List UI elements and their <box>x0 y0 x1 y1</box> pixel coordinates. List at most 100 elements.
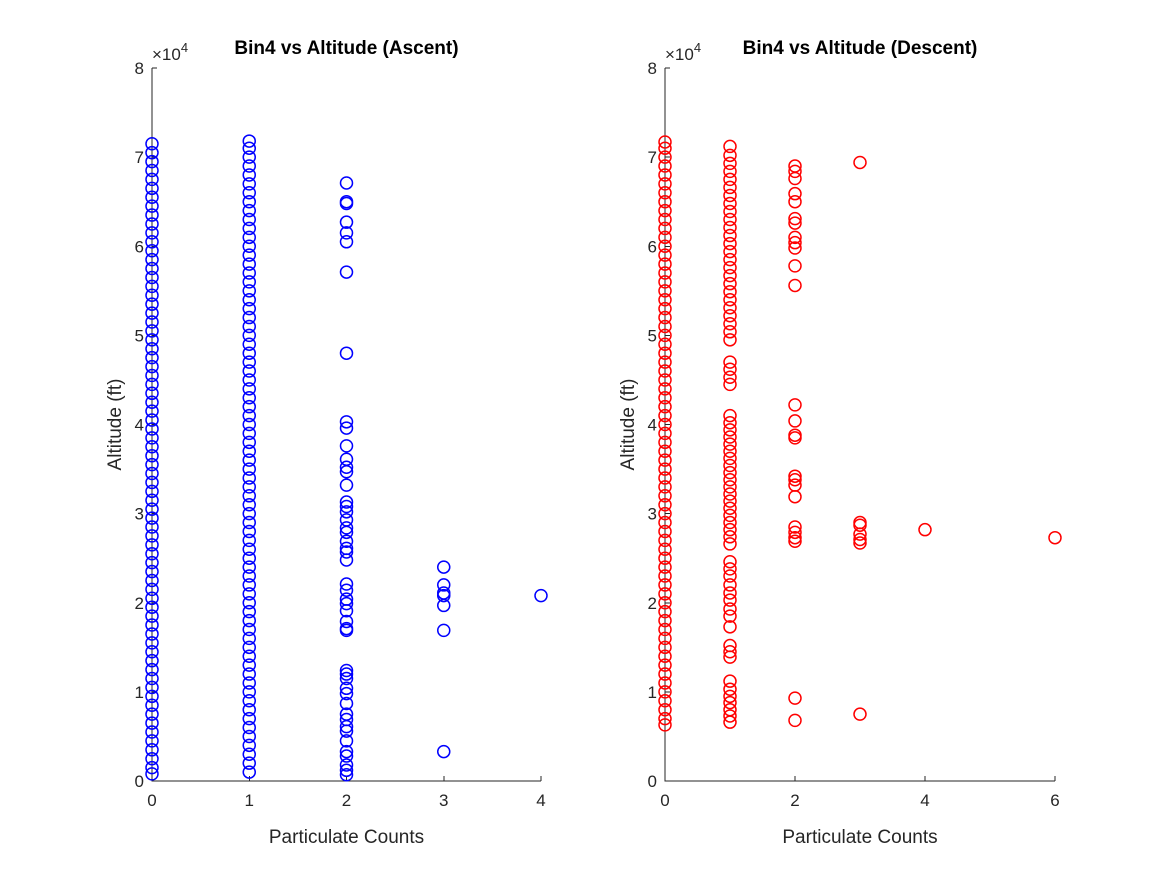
descent-data-point <box>658 212 672 227</box>
descent-data-point <box>658 718 672 732</box>
ascent-data-point <box>145 680 159 695</box>
ascent-data-point <box>145 333 159 347</box>
descent-data-point <box>658 551 672 565</box>
descent-data-point <box>658 275 672 289</box>
ascent-data-point <box>242 480 256 494</box>
descent-data-point <box>658 587 672 601</box>
ascent-data-point <box>145 520 159 534</box>
descent-data-point <box>658 391 672 405</box>
ascent-data-point <box>145 555 159 570</box>
ascent-data-point <box>145 573 159 588</box>
descent-data-points <box>658 135 1062 732</box>
ascent-data-point <box>145 306 159 320</box>
descent-data-point <box>723 638 737 653</box>
ascent-data-point <box>339 215 354 229</box>
descent-data-point <box>723 252 737 267</box>
ascent-data-point <box>145 431 159 445</box>
descent-data-point <box>658 569 672 583</box>
ascent-data-point <box>242 604 256 619</box>
descent-y-tick: 8 <box>648 59 657 78</box>
ascent-plot-title: Bin4 vs Altitude (Ascent) <box>234 38 458 59</box>
ascent-y-tick: 0 <box>135 772 144 791</box>
ascent-x-tick: 1 <box>245 791 254 810</box>
ascent-data-point <box>242 720 256 735</box>
ascent-data-point <box>145 413 159 427</box>
ascent-x-tick: 2 <box>342 791 351 810</box>
ascent-data-point <box>242 417 256 432</box>
ascent-data-point <box>242 391 256 405</box>
descent-y-axis-label: Altitude (ft) <box>618 379 639 471</box>
descent-data-point <box>723 689 737 704</box>
descent-data-point <box>658 649 672 663</box>
descent-data-point <box>788 259 802 273</box>
ascent-data-point <box>242 275 256 289</box>
descent-data-point <box>658 159 672 173</box>
ascent-data-point <box>145 457 159 472</box>
ascent-data-point <box>145 493 159 508</box>
ascent-data-point <box>145 698 159 712</box>
ascent-data-point <box>242 194 256 209</box>
ascent-data-point <box>145 386 159 401</box>
descent-data-point <box>658 453 672 467</box>
descent-data-point <box>723 487 737 501</box>
ascent-data-point <box>242 587 256 601</box>
ascent-data-point <box>242 560 256 574</box>
ascent-data-point <box>145 767 159 781</box>
ascent-data-point <box>242 284 256 298</box>
descent-y-tick: 7 <box>648 148 657 167</box>
descent-data-point <box>658 292 672 307</box>
descent-data-point <box>788 489 802 504</box>
ascent-data-point <box>145 288 159 303</box>
descent-data-point <box>723 586 737 600</box>
ascent-data-point <box>145 208 159 222</box>
ascent-data-point <box>242 613 256 628</box>
descent-data-point <box>918 522 932 537</box>
ascent-data-point <box>534 588 548 603</box>
descent-data-point <box>658 462 672 476</box>
ascent-data-point <box>145 324 159 338</box>
ascent-data-point <box>339 768 354 782</box>
descent-data-point <box>788 171 802 186</box>
descent-data-point <box>723 709 737 723</box>
descent-data-point <box>658 399 672 414</box>
descent-data-point <box>658 382 672 396</box>
descent-data-point <box>788 216 802 230</box>
descent-data-point <box>658 177 672 191</box>
descent-data-point <box>723 530 737 544</box>
descent-data-point <box>788 691 802 705</box>
ascent-data-point <box>339 758 354 772</box>
descent-data-point <box>723 148 737 163</box>
descent-data-point <box>788 431 802 445</box>
ascent-data-points <box>145 134 548 782</box>
ascent-data-point <box>339 663 354 678</box>
ascent-y-tick: 6 <box>135 237 144 256</box>
ascent-data-point <box>242 471 256 485</box>
ascent-data-point <box>242 649 256 663</box>
ascent-data-point <box>339 545 354 559</box>
ascent-data-point <box>145 243 159 258</box>
descent-data-point <box>723 569 737 583</box>
descent-data-point <box>723 645 737 659</box>
ascent-data-point <box>242 399 256 414</box>
ascent-data-point <box>242 134 256 148</box>
ascent-data-point <box>145 582 159 597</box>
ascent-data-point <box>339 525 354 540</box>
descent-data-point <box>658 364 672 378</box>
descent-data-point <box>723 423 737 437</box>
ascent-data-point <box>437 586 451 600</box>
ascent-x-tick: 4 <box>536 791 545 810</box>
ascent-data-point <box>339 749 354 763</box>
descent-y-tick: 0 <box>648 772 657 791</box>
descent-data-point <box>723 268 737 283</box>
ascent-data-point <box>145 662 159 677</box>
ascent-data-point <box>242 186 256 200</box>
ascent-data-point <box>242 622 256 637</box>
descent-data-point <box>788 473 802 487</box>
descent-y-ticks: 0 1 2 3 4 5 6 7 8 <box>648 59 657 791</box>
descent-data-point <box>658 613 672 628</box>
ascent-data-point <box>339 577 354 591</box>
ascent-data-point <box>242 248 256 262</box>
descent-data-point <box>788 713 802 728</box>
descent-data-point <box>658 310 672 325</box>
descent-data-point <box>658 257 672 271</box>
